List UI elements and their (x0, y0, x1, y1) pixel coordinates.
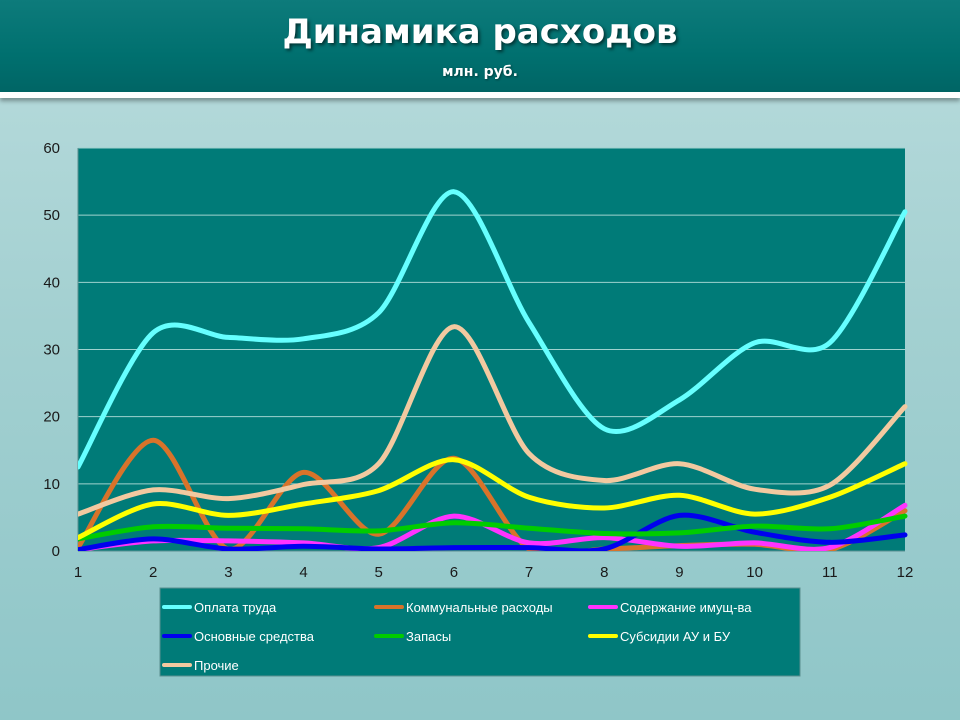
slide-title: Динамика расходов (282, 12, 678, 52)
y-tick-label: 40 (43, 274, 60, 291)
legend-entry-label: Оплата труда (194, 600, 277, 615)
legend-entry-label: Запасы (406, 629, 451, 644)
title-banner (0, 0, 960, 92)
x-tick-label: 9 (675, 564, 683, 581)
y-tick-label: 60 (43, 140, 60, 157)
y-tick-label: 30 (43, 342, 60, 359)
title-banner-underline (0, 92, 960, 98)
series-line-содержание-имущ-ва (78, 502, 908, 551)
x-tick-label: 5 (375, 564, 383, 581)
x-tick-label: 12 (897, 564, 914, 581)
series-line-основные-средства (78, 512, 908, 551)
series-line-оплата-труда (78, 189, 908, 470)
x-tick-label: 8 (600, 564, 608, 581)
series-line-прочие (78, 324, 908, 517)
x-tick-label: 6 (450, 564, 458, 581)
series-line-запасы (78, 513, 908, 542)
series-lines (78, 189, 908, 551)
legend-entry-label: Прочие (194, 658, 239, 673)
y-tick-label: 50 (43, 207, 60, 224)
x-tick-label: 10 (746, 564, 763, 581)
series-line-субсидии-ау-и-бу (78, 457, 908, 541)
y-tick-label: 0 (52, 543, 60, 560)
x-tick-label: 4 (299, 564, 307, 581)
y-axis: 0 10 20 30 40 50 60 (43, 140, 79, 560)
y-tick-label: 10 (43, 476, 60, 493)
legend-entry-label: Субсидии АУ и БУ (620, 629, 731, 644)
x-tick-label: 2 (149, 564, 157, 581)
legend-entry-label: Коммунальные расходы (406, 600, 553, 615)
legend-entry-label: Основные средства (194, 629, 315, 644)
y-tick-label: 20 (43, 409, 60, 426)
legend-entry-label: Содержание имущ-ва (620, 600, 752, 615)
x-tick-label: 3 (224, 564, 232, 581)
x-tick-label: 7 (525, 564, 533, 581)
slide-subtitle: млн. руб. (442, 64, 518, 80)
gridlines (78, 147, 905, 485)
x-axis: 1 2 3 4 5 6 7 8 9 10 11 12 (74, 550, 914, 581)
x-tick-label: 1 (74, 564, 82, 581)
legend: Оплата труда Коммунальные расходы Содержан… (159, 587, 801, 677)
legend-box (159, 587, 801, 677)
x-tick-label: 11 (822, 564, 838, 581)
